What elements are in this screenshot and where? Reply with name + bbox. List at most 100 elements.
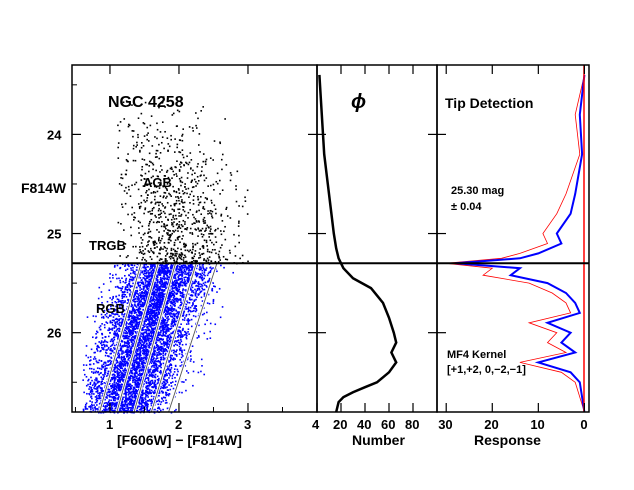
agb-point [151, 145, 154, 147]
rgb-point [129, 406, 132, 409]
rgb-point [132, 386, 135, 389]
rgb-point [149, 347, 152, 349]
rgb-point [83, 391, 85, 394]
rgb-point [134, 303, 136, 306]
rgb-point [168, 343, 170, 346]
agb-point [169, 257, 172, 260]
rgb-point [101, 316, 103, 319]
rgb-point [129, 285, 131, 287]
agb-point [212, 243, 215, 246]
rgb-point [111, 377, 114, 380]
rgb-point [107, 335, 110, 338]
rgb-point [130, 387, 133, 390]
rgb-point [109, 273, 111, 275]
agb-point [215, 241, 218, 244]
agb-point [229, 252, 231, 254]
agb-point [171, 208, 174, 211]
rgb-point [158, 334, 160, 337]
agb-point [158, 217, 160, 219]
rgb-point [128, 346, 130, 349]
rgb-point [147, 410, 150, 412]
agb-point [162, 205, 164, 207]
rgb-point [85, 384, 88, 387]
agb-point [146, 163, 148, 166]
agb-point [152, 175, 154, 178]
rgb-point [159, 297, 161, 300]
agb-point [181, 181, 184, 184]
agb-point [157, 238, 160, 241]
rgb-point [137, 344, 139, 346]
rgb-point [183, 278, 186, 281]
agb-point [197, 198, 199, 201]
agb-point [173, 221, 175, 223]
rgb-point [183, 270, 185, 272]
agb-point [190, 180, 193, 182]
rgb-point [91, 401, 93, 403]
rgb-point [174, 376, 176, 379]
rgb-point [119, 305, 121, 307]
agb-point [186, 177, 189, 179]
agb-point [125, 158, 128, 161]
rgb-point [146, 292, 149, 295]
rgb-point [156, 320, 159, 322]
rgb-point [200, 276, 203, 279]
rgb-point [150, 283, 152, 285]
rgb-point [126, 268, 129, 271]
rgb-point [167, 336, 170, 339]
rgb-point [143, 291, 145, 294]
agb-point [174, 249, 177, 252]
rgb-point [115, 397, 117, 400]
agb-point [166, 233, 169, 236]
rgb-point [123, 392, 126, 395]
rgb-point [172, 314, 175, 316]
rgb-point [106, 349, 108, 351]
rgb-point [190, 272, 192, 274]
agb-point [221, 220, 224, 222]
rgb-point [187, 308, 190, 310]
agb-point [197, 228, 200, 230]
rgb-point [103, 402, 106, 405]
rgb-point [153, 270, 155, 273]
rgb-point [142, 399, 145, 401]
rgb-point [96, 361, 98, 364]
rgb-point [146, 266, 149, 268]
rgb-point [153, 312, 155, 314]
rgb-point [181, 284, 184, 287]
rgb-point [115, 358, 117, 360]
rgb-point [157, 313, 159, 316]
rgb-point [116, 370, 118, 372]
rgb-point [115, 313, 117, 315]
rgb-point [148, 271, 150, 274]
rgb-point [147, 335, 149, 338]
rgb-point [163, 285, 165, 287]
rgb-point [159, 403, 162, 406]
rgb-point [160, 349, 163, 352]
agb-point [148, 160, 151, 163]
agb-point [180, 176, 183, 179]
rgb-point [186, 277, 189, 279]
rgb-point [165, 270, 168, 273]
rgb-point [131, 323, 134, 325]
rgb-point [175, 353, 178, 356]
rgb-point [192, 384, 194, 387]
agb-point [187, 172, 189, 174]
agb-point [186, 192, 188, 195]
rgb-point [129, 272, 132, 275]
rgb-point [124, 274, 126, 277]
rgb-point [218, 287, 221, 290]
rgb-point [124, 301, 126, 304]
rgb-point [167, 310, 170, 313]
rgb-point [162, 347, 164, 349]
rgb-point [163, 374, 165, 376]
rgb-point [156, 367, 159, 370]
rgb-point [120, 363, 123, 366]
rgb-point [128, 325, 131, 328]
rgb-point [121, 352, 123, 354]
agb-point [164, 246, 167, 249]
agb-point [202, 234, 205, 236]
rgb-point [100, 368, 103, 370]
agb-point [120, 173, 123, 176]
rgb-point [126, 342, 129, 345]
rgb-point [138, 370, 141, 373]
rgb-point [102, 365, 104, 368]
